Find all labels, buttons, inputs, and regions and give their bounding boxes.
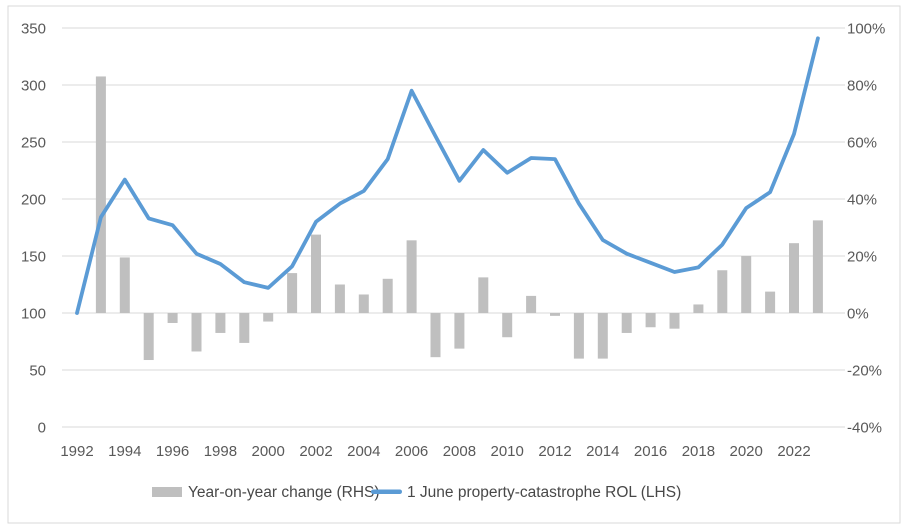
legend-line-label: 1 June property-catastrophe ROL (LHS) <box>407 484 681 501</box>
bar-1995 <box>143 313 154 361</box>
bar-1993 <box>95 76 106 313</box>
legend-bar-label: Year-on-year change (RHS) <box>188 484 380 501</box>
x-axis-tick: 2012 <box>538 443 571 460</box>
bar-2018 <box>693 304 704 313</box>
bar-2009 <box>478 277 489 313</box>
bar-2014 <box>597 313 608 359</box>
left-axis-tick: 300 <box>21 78 46 95</box>
bar-1998 <box>215 313 226 333</box>
x-axis: 1992 1994 1996 1998 2000 2002 2004 2006 2008 2010… <box>60 443 810 460</box>
left-axis-tick: 100 <box>21 306 46 323</box>
left-axis-tick: 200 <box>21 192 46 209</box>
right-axis-tick: -20% <box>847 363 882 380</box>
x-axis-tick: 2016 <box>634 443 667 460</box>
x-axis-tick: 2008 <box>443 443 476 460</box>
bar-2006 <box>406 240 417 313</box>
x-axis-tick: 2018 <box>682 443 715 460</box>
x-axis-tick: 1992 <box>60 443 93 460</box>
bar-2007 <box>430 313 441 358</box>
bar-2001 <box>287 273 298 313</box>
bar-2013 <box>573 313 584 359</box>
right-axis-tick: -40% <box>847 420 882 437</box>
right-axis-tick: 40% <box>847 192 877 209</box>
legend-line-swatch-icon <box>371 489 402 494</box>
bar-2023 <box>812 220 823 313</box>
left-axis-tick: 50 <box>29 363 46 380</box>
yoy-change-bars <box>95 76 823 361</box>
bar-2010 <box>502 313 513 338</box>
left-axis-tick: 150 <box>21 249 46 266</box>
bar-2000 <box>263 313 274 322</box>
right-axis: -40% -20% 0% 20% 40% 60% 80% 100% <box>847 21 885 437</box>
bar-2015 <box>621 313 632 333</box>
bar-2016 <box>645 313 656 328</box>
x-axis-tick: 1998 <box>204 443 237 460</box>
bar-2008 <box>454 313 465 349</box>
x-axis-tick: 2014 <box>586 443 619 460</box>
bar-2005 <box>382 278 393 313</box>
bar-2021 <box>765 291 776 313</box>
bar-2002 <box>311 234 321 313</box>
left-axis: 0 50 100 150 200 250 300 350 <box>21 21 46 437</box>
bar-2012 <box>550 313 560 316</box>
right-axis-tick: 100% <box>847 21 885 38</box>
right-axis-tick: 0% <box>847 306 869 323</box>
bar-2003 <box>334 284 345 313</box>
left-axis-tick: 250 <box>21 135 46 152</box>
right-axis-tick: 60% <box>847 135 877 152</box>
x-axis-tick: 1996 <box>156 443 189 460</box>
bar-2004 <box>358 294 369 313</box>
chart-border <box>7 5 901 524</box>
bar-1994 <box>119 257 130 313</box>
bar-1997 <box>191 313 202 352</box>
bar-2019 <box>717 270 728 313</box>
x-axis-tick: 2020 <box>730 443 763 460</box>
legend: Year-on-year change (RHS) 1 June property… <box>152 484 681 501</box>
x-axis-tick: 2002 <box>299 443 332 460</box>
right-axis-tick: 20% <box>847 249 877 266</box>
bar-2017 <box>669 313 680 329</box>
x-axis-tick: 2022 <box>777 443 810 460</box>
property-cat-rol-line <box>75 36 820 315</box>
gridlines <box>62 27 845 428</box>
legend-bar-swatch-icon <box>152 487 182 497</box>
bar-1996 <box>167 313 178 323</box>
bar-2011 <box>526 295 537 313</box>
x-axis-tick: 2000 <box>252 443 285 460</box>
x-axis-tick: 1994 <box>108 443 141 460</box>
left-axis-tick: 350 <box>21 21 46 38</box>
x-axis-tick: 2004 <box>347 443 380 460</box>
left-axis-tick: 0 <box>38 420 46 437</box>
x-axis-tick: 2010 <box>491 443 524 460</box>
x-axis-tick: 2006 <box>395 443 428 460</box>
bar-1999 <box>239 313 250 343</box>
bar-2020 <box>741 256 752 313</box>
bar-2022 <box>789 243 799 313</box>
right-axis-tick: 80% <box>847 78 877 95</box>
